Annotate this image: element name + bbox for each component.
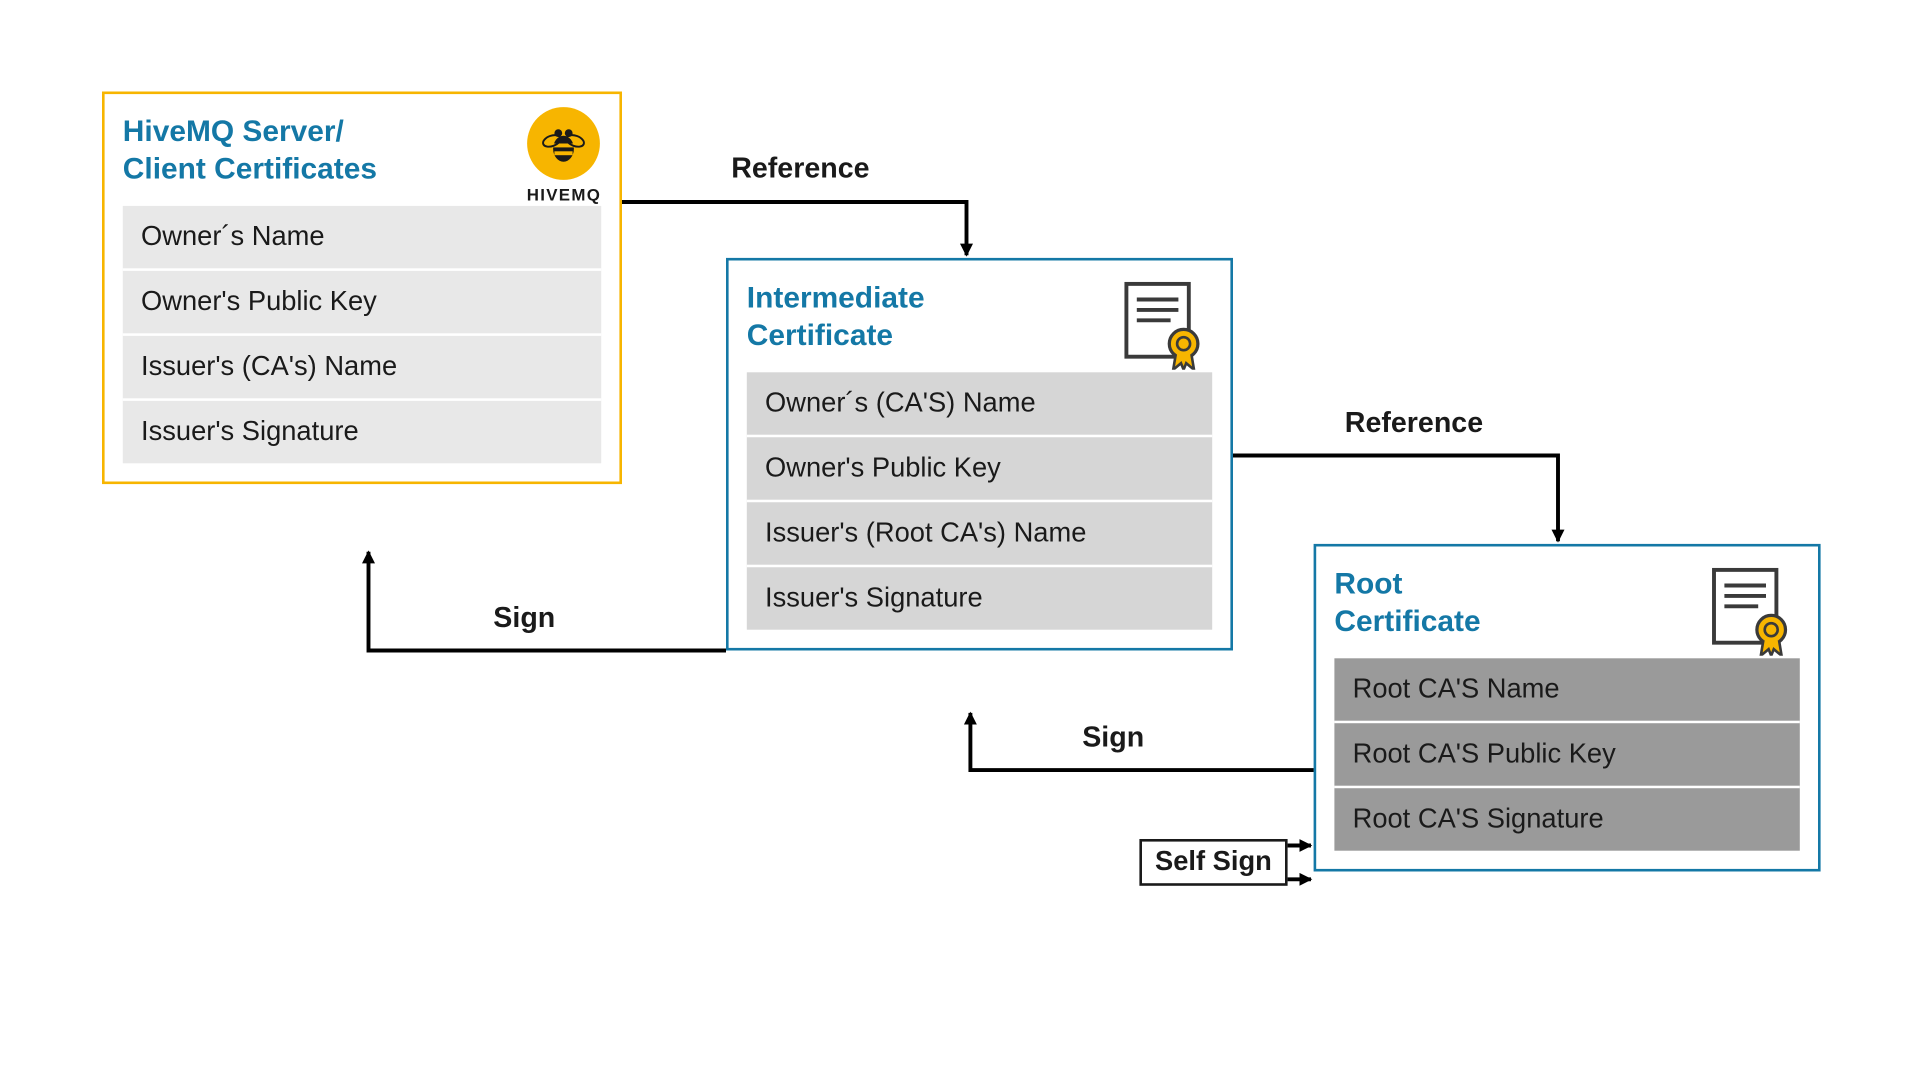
root-row: Root CA'S Name xyxy=(1334,658,1799,723)
sign-label: Sign xyxy=(486,599,564,638)
root-rows: Root CA'S Name Root CA'S Public Key Root… xyxy=(1334,658,1799,850)
certificate-icon xyxy=(1706,565,1797,663)
root-row: Root CA'S Signature xyxy=(1334,788,1799,850)
hivemq-row: Owner's Public Key xyxy=(123,270,601,335)
root-row: Root CA'S Public Key xyxy=(1334,723,1799,788)
hivemq-row: Owner´s Name xyxy=(123,205,601,270)
hivemq-box: HiveMQ Server/ Client Certificates HIVEM… xyxy=(102,92,622,484)
intermediate-row: Issuer's Signature xyxy=(747,567,1212,629)
root-title: Root Certificate xyxy=(1334,565,1594,640)
self-sign-label: Self Sign xyxy=(1139,839,1287,886)
hivemq-rows: Owner´s Name Owner's Public Key Issuer's… xyxy=(123,205,601,462)
hivemq-title: HiveMQ Server/ Client Certificates xyxy=(123,112,461,187)
hivemq-row: Issuer's Signature xyxy=(123,400,601,462)
reference-label: Reference xyxy=(1337,404,1491,443)
hivemq-logo: HIVEMQ xyxy=(527,107,601,204)
intermediate-box: Intermediate Certificate Owner´s (CA'S) … xyxy=(726,258,1233,650)
intermediate-row: Issuer's (Root CA's) Name xyxy=(747,502,1212,567)
intermediate-title: Intermediate Certificate xyxy=(747,279,1033,354)
sign-label: Sign xyxy=(1074,718,1152,757)
certificate-icon xyxy=(1119,279,1210,377)
intermediate-row: Owner's Public Key xyxy=(747,437,1212,502)
root-box: Root Certificate Root CA'S Name Root CA'… xyxy=(1314,544,1821,871)
intermediate-row: Owner´s (CA'S) Name xyxy=(747,372,1212,437)
hivemq-logo-text: HIVEMQ xyxy=(527,185,601,205)
certificate-chain-diagram: HiveMQ Server/ Client Certificates HIVEM… xyxy=(24,14,1896,1067)
reference-label: Reference xyxy=(723,149,877,188)
intermediate-rows: Owner´s (CA'S) Name Owner's Public Key I… xyxy=(747,372,1212,629)
bee-icon xyxy=(528,107,601,180)
hivemq-row: Issuer's (CA's) Name xyxy=(123,335,601,400)
